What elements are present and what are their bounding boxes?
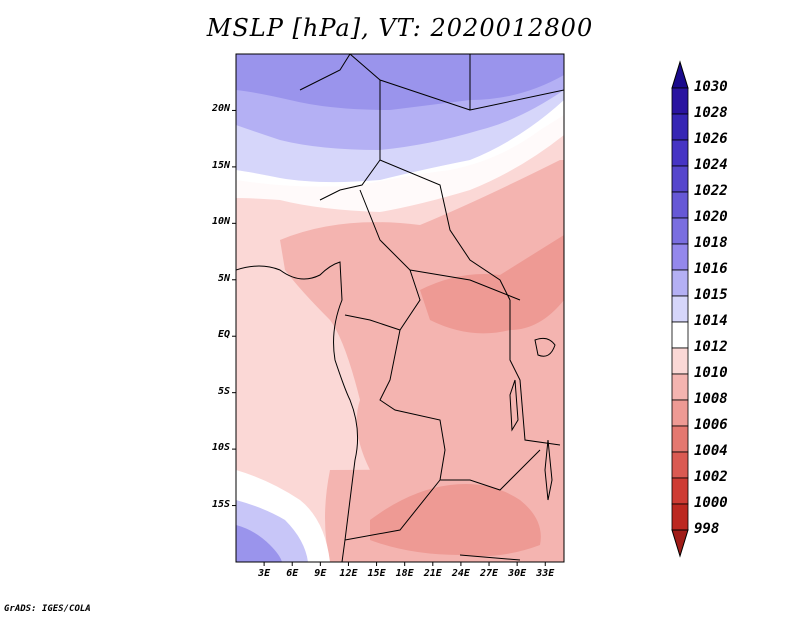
plot-frame (235, 53, 565, 563)
contour-1008-east (420, 235, 564, 334)
lat-label: 10S (211, 442, 230, 454)
colorbar-bottom-arrow (671, 529, 689, 558)
latitude-ticks (232, 109, 236, 507)
colorbar-level-label: 1030 (694, 79, 728, 95)
colorbar-level-label: 1022 (694, 183, 728, 199)
lat-label: 15N (211, 159, 230, 171)
colorbar-level-label: 1016 (694, 261, 728, 277)
colorbar-level-label: 1014 (694, 313, 728, 329)
lon-label: 15E (367, 568, 386, 579)
colorbar-swatch (671, 477, 689, 505)
colorbar-level-label: 1028 (694, 105, 728, 121)
colorbar-swatch (671, 165, 689, 193)
lon-label: 18E (395, 568, 414, 579)
colorbar-level-label: 1002 (694, 469, 728, 485)
colorbar-swatch (671, 295, 689, 323)
map-title: MSLP [hPa], VT: 2020012800 (206, 14, 594, 42)
colorbar-swatch (671, 425, 689, 453)
southwest-high-core (236, 525, 282, 562)
coastlines-and-borders (236, 54, 564, 562)
colorbar-swatch (671, 373, 689, 401)
lon-label: 30E (508, 568, 527, 579)
colorbar-swatch (671, 399, 689, 427)
lon-label: 33E (536, 568, 555, 579)
lat-label: 5S (217, 385, 230, 397)
contour-1020-band (236, 54, 564, 110)
colorbar-swatch (671, 451, 689, 479)
colorbar-swatch (671, 217, 689, 245)
contour-1008-south (370, 484, 541, 557)
colorbar-level-label: 1006 (694, 417, 728, 433)
colorbar-level-label: 1026 (694, 131, 728, 147)
credit-text: GrADS: IGES/COLA (4, 604, 91, 614)
lake-tanganyika (509, 379, 519, 432)
lon-label: 21E (423, 568, 442, 579)
colorbar-swatch (671, 503, 689, 531)
lon-label: 9E (314, 568, 327, 579)
lake-malawi (544, 439, 553, 501)
lat-label: 15S (211, 498, 230, 510)
colorbar-swatch (671, 113, 689, 141)
contour-1015-band (236, 115, 564, 212)
colorbar-swatch (671, 269, 689, 297)
colorbar-level-label: 1008 (694, 391, 728, 407)
lon-label: 6E (286, 568, 299, 579)
colorbar-swatch (671, 87, 689, 115)
colorbar (671, 60, 689, 558)
contour-1010-central (280, 160, 564, 500)
lat-label: 20N (211, 103, 230, 115)
lon-label: 24E (451, 568, 470, 579)
colorbar-swatch (671, 243, 689, 271)
colorbar-level-label: 1018 (694, 235, 728, 251)
colorbar-level-label: 1015 (694, 287, 728, 303)
colorbar-swatch (671, 191, 689, 219)
lake-victoria (534, 337, 556, 357)
lon-label: 12E (339, 568, 358, 579)
colorbar-level-label: 1020 (694, 209, 728, 225)
colorbar-level-label: 1000 (694, 495, 728, 511)
colorbar-level-label: 1004 (694, 443, 728, 459)
lat-label: 10N (211, 216, 230, 228)
colorbar-top-arrow (671, 60, 689, 89)
pressure-field (236, 54, 564, 562)
longitude-ticks (263, 562, 546, 566)
colorbar-level-label: 998 (694, 521, 720, 537)
lat-label: EQ (217, 329, 230, 341)
lon-label: 3E (258, 568, 271, 579)
colorbar-level-label: 1012 (694, 339, 728, 355)
lon-label: 27E (479, 568, 499, 579)
colorbar-level-label: 1024 (694, 157, 728, 173)
colorbar-level-label: 1010 (694, 365, 728, 381)
colorbar-swatch (671, 321, 689, 349)
lat-label: 5N (217, 272, 230, 284)
colorbar-swatch (671, 347, 689, 375)
colorbar-swatch (671, 139, 689, 167)
